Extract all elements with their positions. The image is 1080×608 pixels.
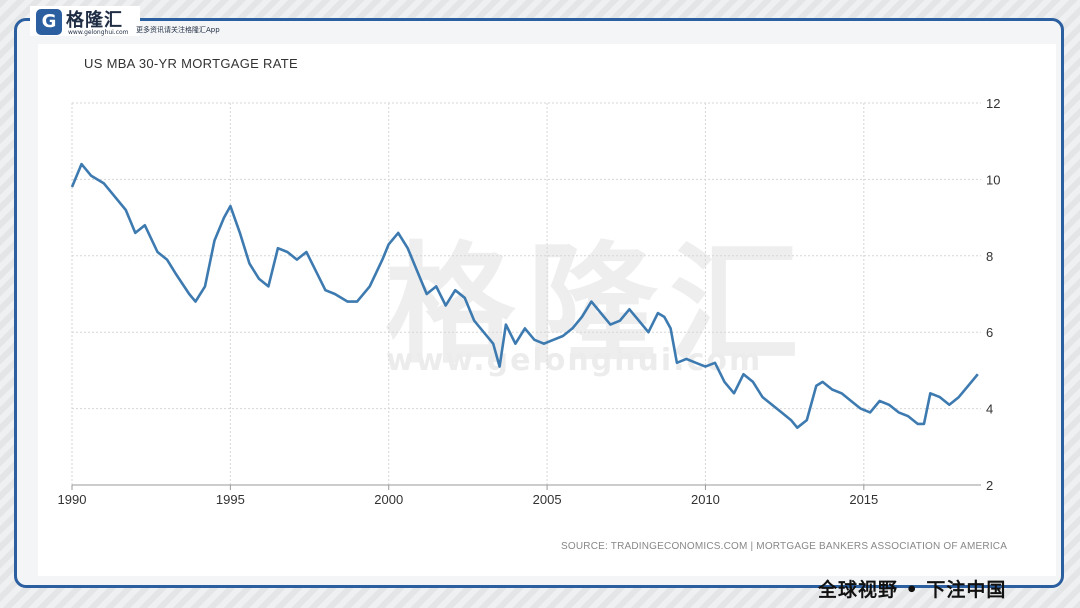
watermark-text: 格隆汇 xyxy=(385,229,812,381)
chart-source: SOURCE: TRADINGECONOMICS.COM | MORTGAGE … xyxy=(561,541,1008,552)
brand-name: 格隆汇 xyxy=(66,10,123,31)
x-tick-label: 2000 xyxy=(374,492,403,507)
brand-tagline: 更多资讯请关注格隆汇App xyxy=(136,26,220,34)
x-tick-label: 1990 xyxy=(58,492,87,507)
series-line xyxy=(70,162,979,430)
y-tick-label: 6 xyxy=(986,325,993,340)
brand-site: www.gelonghui.com xyxy=(68,29,129,36)
y-tick-label: 8 xyxy=(986,249,993,264)
slogan: 全球视野 • 下注中国 xyxy=(818,579,1007,601)
y-tick-label: 4 xyxy=(986,402,993,417)
watermark-site: www.gelonghui.com xyxy=(386,343,763,378)
y-tick-label: 10 xyxy=(986,172,1000,187)
chart-title: US MBA 30-YR MORTGAGE RATE xyxy=(84,56,298,71)
x-tick-label: 1995 xyxy=(216,492,245,507)
x-tick-label: 2010 xyxy=(691,492,720,507)
y-tick-label: 12 xyxy=(986,96,1000,111)
y-tick-label: 2 xyxy=(986,478,993,493)
x-tick-label: 2005 xyxy=(533,492,562,507)
logo-icon: G xyxy=(36,9,62,35)
x-tick-label: 2015 xyxy=(849,492,878,507)
